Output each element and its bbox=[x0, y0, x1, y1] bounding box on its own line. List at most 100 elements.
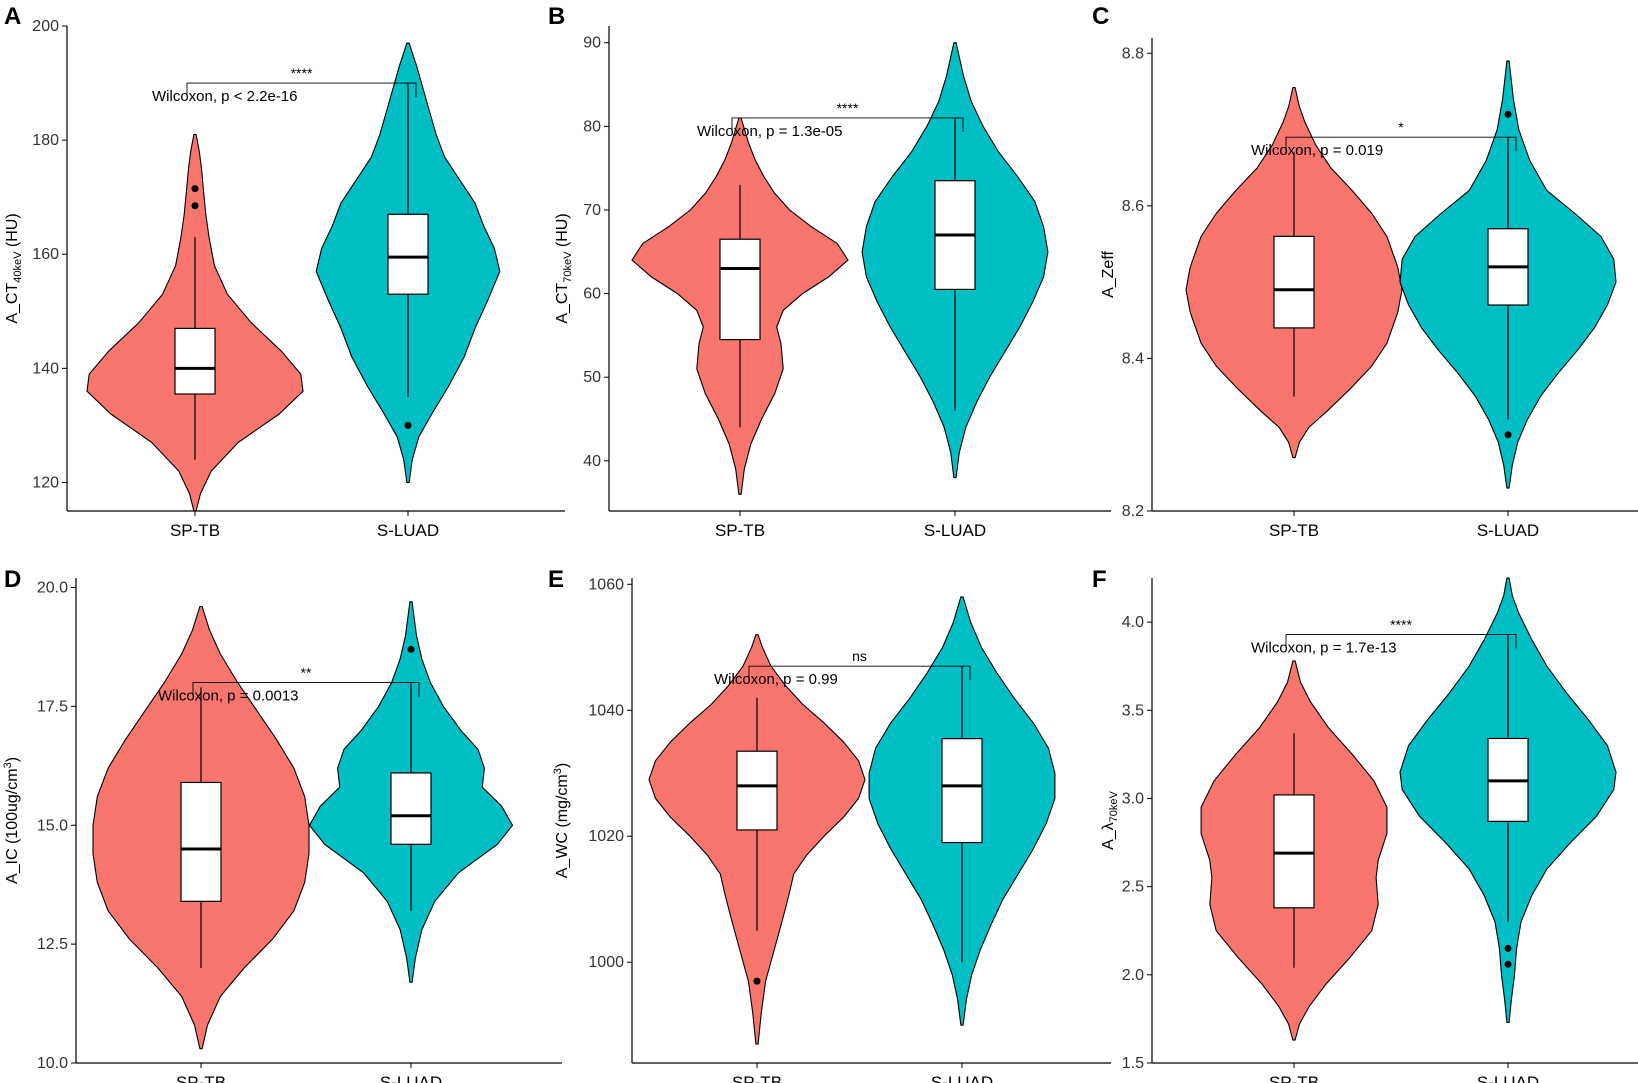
outlier-point bbox=[753, 977, 761, 985]
box-iqr bbox=[719, 238, 761, 341]
y-tick-label: 3.5 bbox=[1122, 702, 1144, 719]
plot-f: 1.5 2.0 2.5 3.0 3.5 4.0 SP-TB S-LUAD A_λ70keV ***… bbox=[1100, 577, 1638, 1083]
x-tick-label: SP-TB bbox=[732, 1073, 782, 1083]
panel-f: F 1.5 2.0 2.5 3.0 3.5 4.0 SP-TB S-LUAD A_λ70keV *… bbox=[1092, 566, 1638, 1083]
y-tick-label: 8.2 bbox=[1122, 503, 1144, 520]
y-tick-label: 20.0 bbox=[37, 580, 68, 597]
significance-label: ns bbox=[852, 648, 867, 664]
outlier-point bbox=[404, 421, 412, 429]
y-tick-label: 160 bbox=[32, 246, 59, 263]
y-tick-label: 8.6 bbox=[1122, 198, 1144, 215]
panel-e: E 1000 1020 1040 1060 SP-TB S-LUAD A_WC (mg/cm… bbox=[548, 566, 1111, 1083]
significance-label: **** bbox=[1390, 616, 1412, 632]
y-tick-label: 3.0 bbox=[1122, 790, 1144, 807]
panel-letter-f: F bbox=[1092, 566, 1107, 593]
plot-a: 120 140 160 180 200 SP-TB S-LUAD A_CT40keV (HU)… bbox=[4, 18, 565, 540]
box-iqr bbox=[174, 327, 216, 395]
box-iqr bbox=[736, 750, 778, 831]
y-axis-label: A_CT70keV (HU) bbox=[554, 213, 574, 323]
outlier-point bbox=[191, 185, 199, 193]
y-tick-label: 8.8 bbox=[1122, 45, 1144, 62]
y-tick-label: 120 bbox=[32, 474, 59, 491]
significance-bracket bbox=[731, 117, 964, 132]
y-tick-label: 1.5 bbox=[1122, 1055, 1144, 1072]
y-tick-label: 1040 bbox=[588, 702, 624, 719]
x-tick-label: SP-TB bbox=[176, 1073, 226, 1083]
panel-d: D 10.0 12.5 15.0 17.5 20.0 SP-TB S-LUAD A_IC (1… bbox=[2, 566, 562, 1083]
outlier-point bbox=[1504, 944, 1512, 952]
y-tick-label: 17.5 bbox=[37, 698, 68, 715]
box-iqr bbox=[1273, 794, 1315, 909]
plot-b: 40 50 60 70 80 90 SP-TB S-LUAD A_CT70keV (HU) ***… bbox=[554, 26, 1111, 540]
x-tick-label: SP-TB bbox=[1269, 521, 1319, 540]
panel-b: B 40 50 60 70 80 90 SP-TB S-LUAD A_CT70keV (HU) *… bbox=[548, 3, 1111, 540]
test-label: Wilcoxon, p = 0.99 bbox=[714, 671, 838, 688]
box-iqr bbox=[390, 772, 432, 845]
significance-label: **** bbox=[837, 100, 859, 116]
y-axis-label: A_Zeff bbox=[1100, 251, 1117, 298]
y-tick-label: 70 bbox=[583, 202, 601, 219]
y-tick-label: 15.0 bbox=[37, 817, 68, 834]
significance-bracket bbox=[1285, 633, 1517, 649]
panel-letter-d: D bbox=[4, 566, 21, 593]
y-tick-label: 2.5 bbox=[1122, 879, 1144, 896]
x-tick-label: SP-TB bbox=[1269, 1073, 1319, 1083]
y-axis-label: A_CT40keV (HU) bbox=[4, 213, 24, 323]
y-tick-label: 90 bbox=[583, 35, 601, 52]
x-tick-label: S-LUAD bbox=[924, 521, 986, 540]
significance-label: ** bbox=[301, 665, 312, 681]
panel-letter-e: E bbox=[548, 566, 564, 593]
x-tick-label: S-LUAD bbox=[931, 1073, 993, 1083]
plot-c: 8.2 8.4 8.6 8.8 SP-TB S-LUAD A_Zeff * Wilcoxon, … bbox=[1100, 38, 1638, 540]
x-tick-label: SP-TB bbox=[715, 521, 765, 540]
y-axis-label: A_λ70keV bbox=[1100, 790, 1120, 849]
test-label: Wilcoxon, p = 0.019 bbox=[1251, 142, 1383, 159]
box-iqr bbox=[1273, 235, 1315, 329]
test-label: Wilcoxon, p = 1.3e-05 bbox=[697, 123, 843, 140]
x-tick-label: S-LUAD bbox=[377, 521, 439, 540]
outlier-point bbox=[1504, 110, 1512, 118]
significance-label: * bbox=[1398, 119, 1404, 135]
y-axis-label: A_IC (100ug/cm3) bbox=[2, 757, 21, 884]
y-tick-label: 180 bbox=[32, 132, 59, 149]
panel-a: A 120 140 160 180 200 SP-TB S-LUAD A_CT40keV (H… bbox=[4, 3, 565, 540]
y-tick-label: 4.0 bbox=[1122, 614, 1144, 631]
y-tick-label: 10.0 bbox=[37, 1055, 68, 1072]
y-tick-label: 140 bbox=[32, 360, 59, 377]
outlier-point bbox=[1504, 431, 1512, 439]
significance-bracket bbox=[186, 82, 417, 98]
box-iqr bbox=[387, 213, 429, 295]
y-tick-label: 40 bbox=[583, 453, 601, 470]
y-tick-label: 50 bbox=[583, 369, 601, 386]
significance-label: **** bbox=[291, 65, 313, 81]
x-tick-label: S-LUAD bbox=[1477, 521, 1539, 540]
x-tick-label: SP-TB bbox=[170, 521, 220, 540]
panel-c: C 8.2 8.4 8.6 8.8 SP-TB S-LUAD A_Zeff * Wilcoxon… bbox=[1092, 3, 1638, 540]
y-tick-label: 60 bbox=[583, 286, 601, 303]
y-tick-label: 1000 bbox=[588, 954, 624, 971]
significance-bracket bbox=[748, 665, 971, 681]
outlier-point bbox=[191, 202, 199, 210]
test-label: Wilcoxon, p < 2.2e-16 bbox=[152, 88, 298, 105]
y-tick-label: 80 bbox=[583, 118, 601, 135]
y-tick-label: 1060 bbox=[588, 576, 624, 593]
y-tick-label: 200 bbox=[32, 18, 59, 35]
y-tick-label: 12.5 bbox=[37, 936, 68, 953]
significance-bracket bbox=[1285, 136, 1517, 152]
plot-e: 1000 1020 1040 1060 SP-TB S-LUAD A_WC (mg/cm3)… bbox=[552, 576, 1111, 1083]
y-tick-label: 8.4 bbox=[1122, 350, 1144, 367]
test-label: Wilcoxon, p = 0.0013 bbox=[158, 688, 299, 705]
outlier-point bbox=[407, 645, 415, 653]
x-tick-label: S-LUAD bbox=[1477, 1073, 1539, 1083]
y-axis-label: A_WC (mg/cm3) bbox=[552, 763, 571, 878]
x-tick-label: S-LUAD bbox=[380, 1073, 442, 1083]
test-label: Wilcoxon, p = 1.7e-13 bbox=[1251, 639, 1397, 656]
y-tick-label: 2.0 bbox=[1122, 967, 1144, 984]
box-iqr bbox=[180, 781, 222, 902]
outlier-point bbox=[1504, 960, 1512, 968]
plot-d: 10.0 12.5 15.0 17.5 20.0 SP-TB S-LUAD A_IC (100… bbox=[2, 578, 562, 1083]
y-tick-label: 1020 bbox=[588, 828, 624, 845]
panel-letter-c: C bbox=[1092, 3, 1109, 30]
box-iqr bbox=[941, 738, 983, 844]
